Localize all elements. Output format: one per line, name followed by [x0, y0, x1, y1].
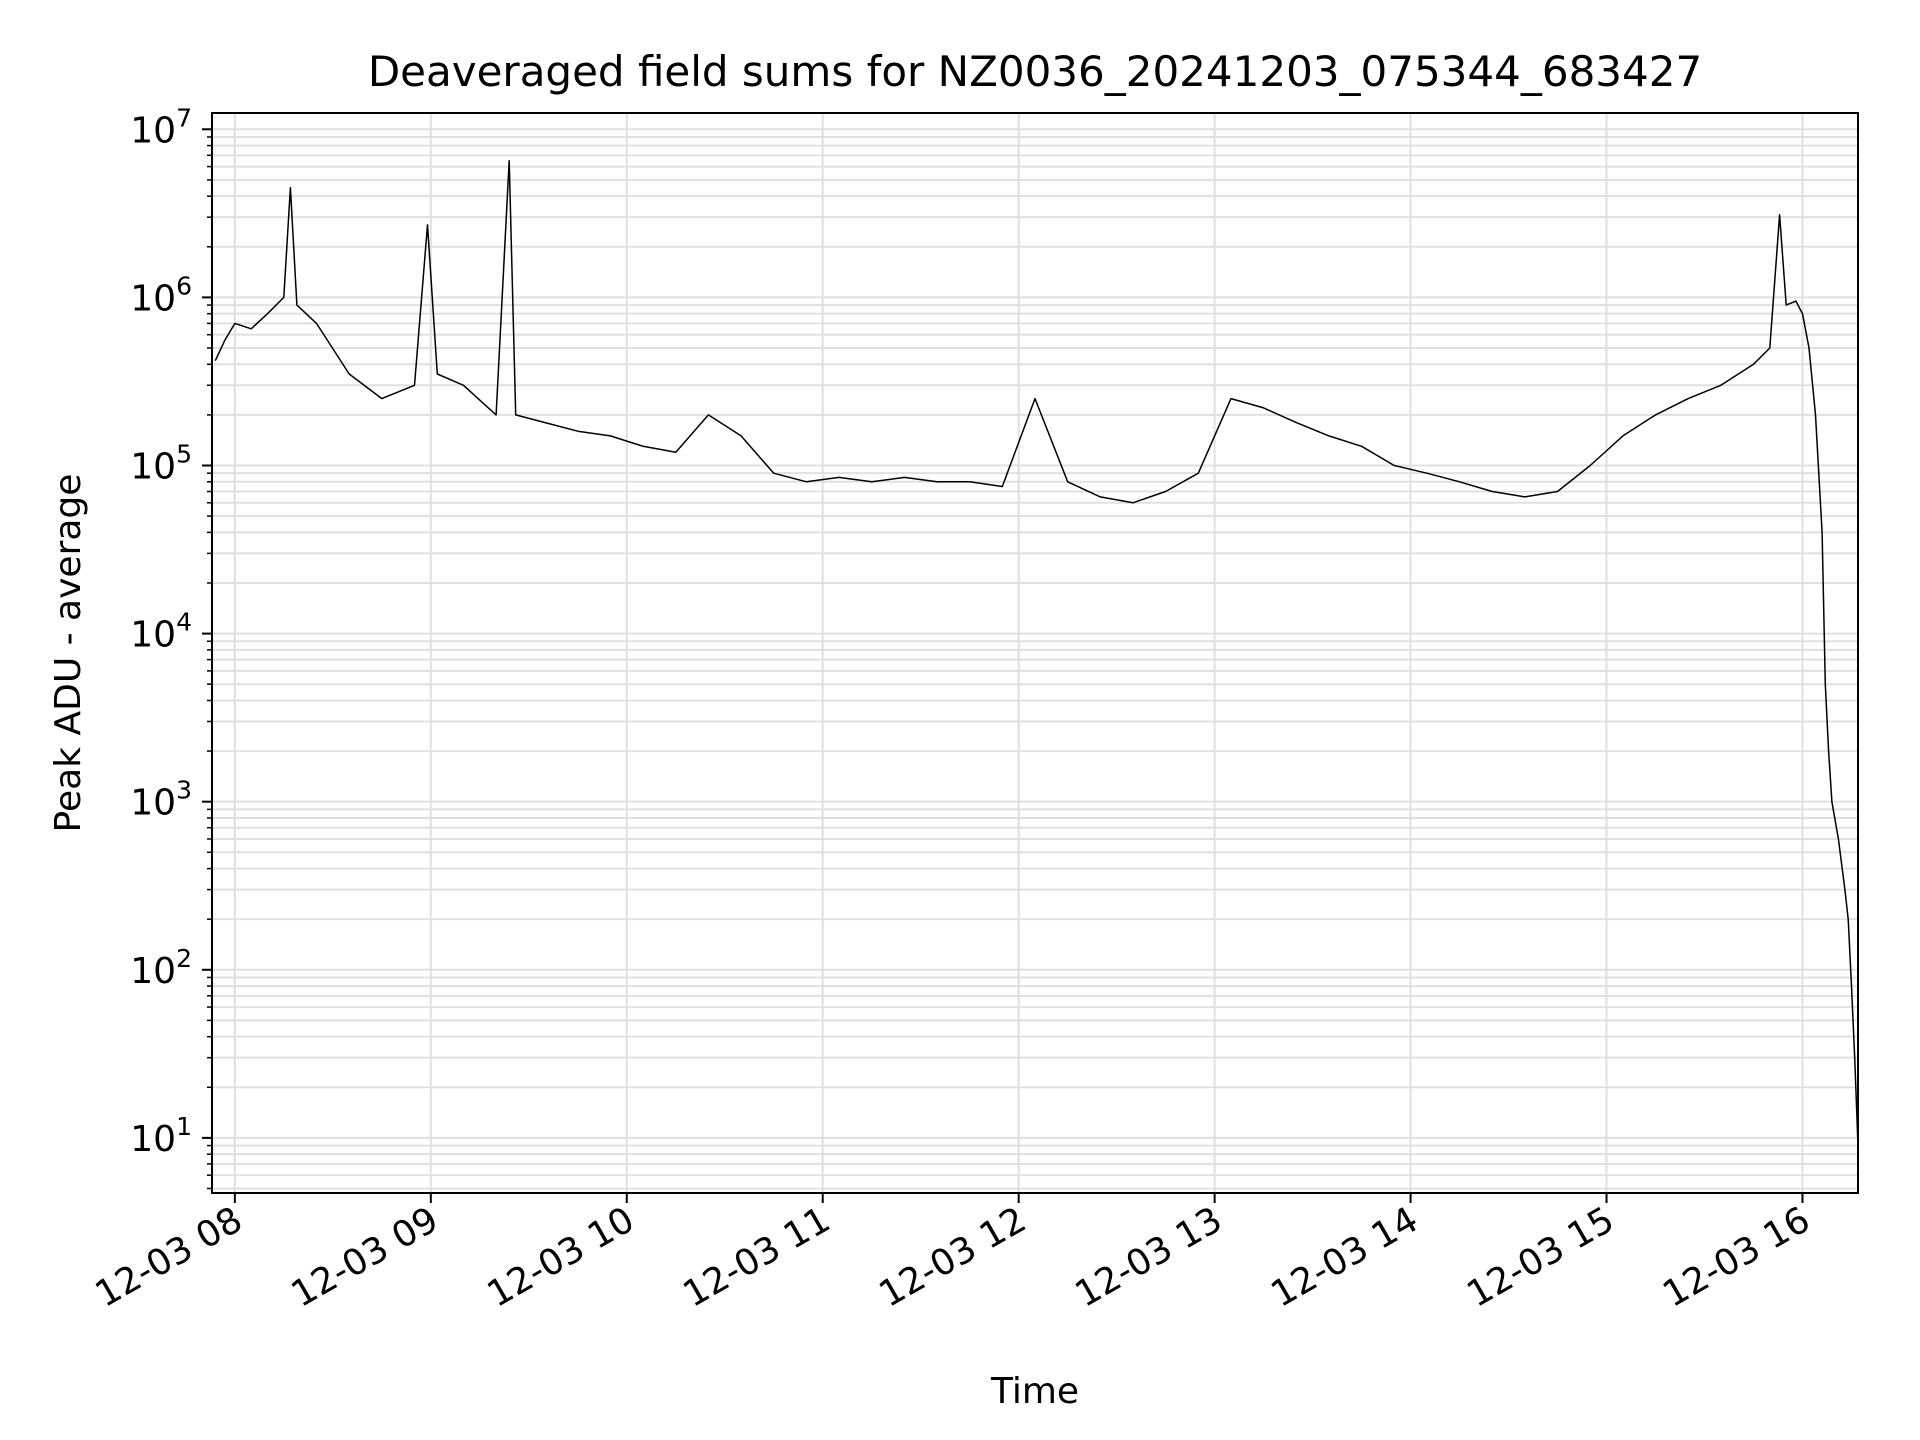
- x-axis-label: Time: [990, 1371, 1079, 1412]
- series-layer: [214, 159, 1859, 1146]
- y-tick-label: 107: [130, 103, 192, 151]
- y-tick-label: 102: [130, 944, 192, 992]
- y-tick-label: 106: [130, 271, 192, 319]
- y-tick-label: 105: [130, 439, 192, 487]
- y-tick-label: 104: [130, 608, 192, 656]
- y-axis-label: Peak ADU - average: [48, 474, 89, 833]
- grid: [212, 113, 1858, 1193]
- y-tick-label: 103: [130, 776, 192, 824]
- chart-title: Deaveraged field sums for NZ0036_2024120…: [368, 47, 1702, 96]
- y-tick-label: 101: [130, 1112, 192, 1160]
- plot-frame: [211, 112, 1859, 1194]
- series-line: [214, 159, 1859, 1146]
